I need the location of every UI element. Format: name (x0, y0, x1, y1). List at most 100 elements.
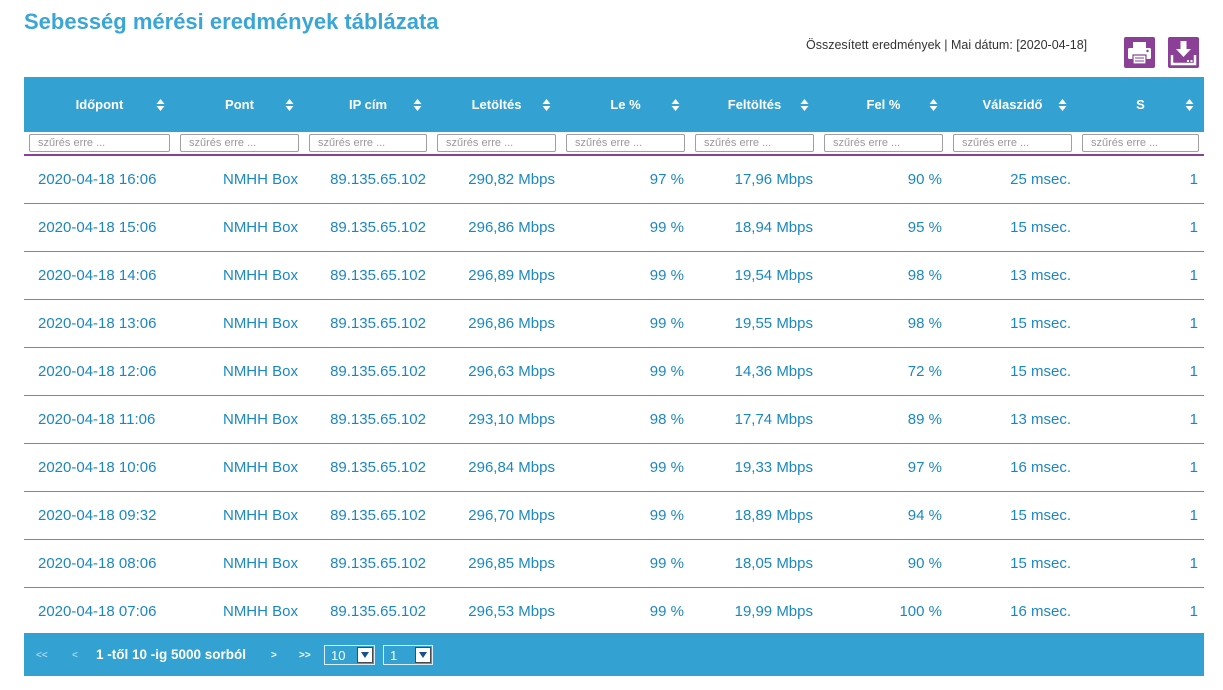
filter-cell (690, 134, 819, 152)
cell-latency: 16 msec. (1010, 459, 1071, 476)
table-row[interactable]: 2020-04-18 12:06 NMHH Box 89.135.65.102 296… (24, 348, 1204, 396)
cell-upload: 19,99 Mbps (734, 603, 813, 620)
filter-input-point[interactable] (180, 134, 299, 152)
filter-input-down-pct[interactable] (566, 134, 685, 152)
column-header-label: Válaszidő (982, 97, 1043, 112)
table-filter-row (24, 132, 1204, 156)
table-body: 2020-04-18 16:06 NMHH Box 89.135.65.102 290… (24, 156, 1204, 636)
cell-latency: 16 msec. (1010, 603, 1071, 620)
table-row[interactable]: 2020-04-18 07:06 NMHH Box 89.135.65.102 296… (24, 588, 1204, 636)
cell-down-pct: 99 % (649, 267, 684, 284)
page-title: Sebesség mérési eredmények táblázata (24, 9, 439, 34)
column-header-up-pct[interactable]: Fel % (819, 77, 948, 132)
column-header-label: Letöltés (471, 97, 522, 112)
cell-time: 2020-04-18 11:06 (38, 411, 156, 428)
table-row[interactable]: 2020-04-18 11:06 NMHH Box 89.135.65.102 293… (24, 396, 1204, 444)
table-header-row: Időpont Pont IP cím Letöltés Le % Feltöltés Fe… (24, 77, 1204, 132)
column-header-s[interactable]: S (1077, 77, 1204, 132)
table-row[interactable]: 2020-04-18 13:06 NMHH Box 89.135.65.102 296… (24, 300, 1204, 348)
cell-latency: 13 msec. (1010, 411, 1071, 428)
cell-upload: 14,36 Mbps (734, 363, 813, 380)
print-button[interactable] (1124, 37, 1155, 68)
cell-s: 1 (1189, 267, 1198, 284)
cell-point: NMHH Box (222, 507, 298, 524)
cell-ip: 89.135.65.102 (330, 411, 426, 428)
cell-download: 296,53 Mbps (468, 603, 555, 620)
cell-ip: 89.135.65.102 (330, 315, 426, 332)
column-header-ip[interactable]: IP cím (304, 77, 432, 132)
cell-point: NMHH Box (222, 603, 298, 620)
cell-up-pct: 72 % (907, 363, 942, 380)
column-header-down-pct[interactable]: Le % (561, 77, 690, 132)
filter-input-latency[interactable] (953, 134, 1072, 152)
cell-s: 1 (1189, 411, 1198, 428)
download-icon (1170, 41, 1197, 66)
page-number-value: 1 (390, 647, 398, 663)
filter-input-download[interactable] (437, 134, 556, 152)
filter-input-up-pct[interactable] (824, 134, 943, 152)
pagination-bar: << < 1 -től 10 -ig 5000 sorból > >> 10 1 (24, 633, 1204, 676)
table-row[interactable]: 2020-04-18 14:06 NMHH Box 89.135.65.102 296… (24, 252, 1204, 300)
cell-up-pct: 97 % (907, 459, 942, 476)
sort-icon (1058, 99, 1067, 111)
cell-s: 1 (1189, 555, 1198, 572)
cell-upload: 18,05 Mbps (734, 555, 813, 572)
page-number-select[interactable]: 1 (383, 645, 433, 665)
cell-download: 296,63 Mbps (468, 363, 555, 380)
column-header-time[interactable]: Időpont (24, 77, 175, 132)
previous-page-button[interactable]: < (72, 650, 78, 661)
filter-cell (175, 134, 304, 152)
cell-up-pct: 98 % (907, 315, 942, 332)
download-button[interactable] (1168, 37, 1199, 68)
cell-time: 2020-04-18 07:06 (38, 603, 157, 620)
sort-icon (413, 99, 422, 111)
cell-down-pct: 99 % (649, 315, 684, 332)
table-row[interactable]: 2020-04-18 08:06 NMHH Box 89.135.65.102 296… (24, 540, 1204, 588)
column-header-upload[interactable]: Feltöltés (690, 77, 819, 132)
cell-download: 296,89 Mbps (468, 267, 555, 284)
cell-upload: 19,55 Mbps (734, 315, 813, 332)
cell-point: NMHH Box (222, 555, 298, 572)
cell-s: 1 (1189, 603, 1198, 620)
cell-up-pct: 95 % (907, 219, 942, 236)
cell-time: 2020-04-18 09:32 (38, 507, 157, 524)
cell-down-pct: 99 % (649, 363, 684, 380)
cell-upload: 19,33 Mbps (734, 459, 813, 476)
filter-input-time[interactable] (29, 134, 170, 152)
summary-date-text: Összesített eredmények | Mai dátum: [202… (806, 38, 1088, 52)
cell-download: 296,70 Mbps (468, 507, 555, 524)
cell-point: NMHH Box (222, 171, 298, 188)
column-header-point[interactable]: Pont (175, 77, 304, 132)
page-size-select[interactable]: 10 (324, 645, 375, 665)
filter-input-ip[interactable] (309, 134, 427, 152)
table-row[interactable]: 2020-04-18 16:06 NMHH Box 89.135.65.102 290… (24, 156, 1204, 204)
cell-upload: 17,74 Mbps (734, 411, 813, 428)
filter-cell (24, 134, 175, 152)
page-number-dropdown-icon (415, 647, 431, 663)
cell-time: 2020-04-18 13:06 (38, 315, 157, 332)
filter-cell (1077, 134, 1204, 152)
first-page-button[interactable]: << (36, 650, 48, 661)
filter-input-upload[interactable] (695, 134, 814, 152)
cell-time: 2020-04-18 08:06 (38, 555, 157, 572)
column-header-latency[interactable]: Válaszidő (948, 77, 1077, 132)
table-row[interactable]: 2020-04-18 15:06 NMHH Box 89.135.65.102 296… (24, 204, 1204, 252)
cell-download: 296,86 Mbps (468, 219, 555, 236)
column-header-download[interactable]: Letöltés (432, 77, 561, 132)
cell-upload: 18,89 Mbps (734, 507, 813, 524)
cell-up-pct: 98 % (907, 267, 942, 284)
cell-up-pct: 94 % (907, 507, 942, 524)
table-row[interactable]: 2020-04-18 10:06 NMHH Box 89.135.65.102 296… (24, 444, 1204, 492)
filter-cell (561, 134, 690, 152)
next-page-button[interactable]: > (271, 650, 277, 661)
column-header-label: Feltöltés (727, 97, 782, 112)
cell-ip: 89.135.65.102 (330, 267, 426, 284)
filter-input-s[interactable] (1082, 134, 1199, 152)
sort-icon (1185, 99, 1194, 111)
cell-ip: 89.135.65.102 (330, 603, 426, 620)
printer-icon (1128, 42, 1151, 65)
filter-cell (948, 134, 1077, 152)
cell-latency: 13 msec. (1010, 267, 1071, 284)
table-row[interactable]: 2020-04-18 09:32 NMHH Box 89.135.65.102 296… (24, 492, 1204, 540)
last-page-button[interactable]: >> (299, 650, 311, 661)
